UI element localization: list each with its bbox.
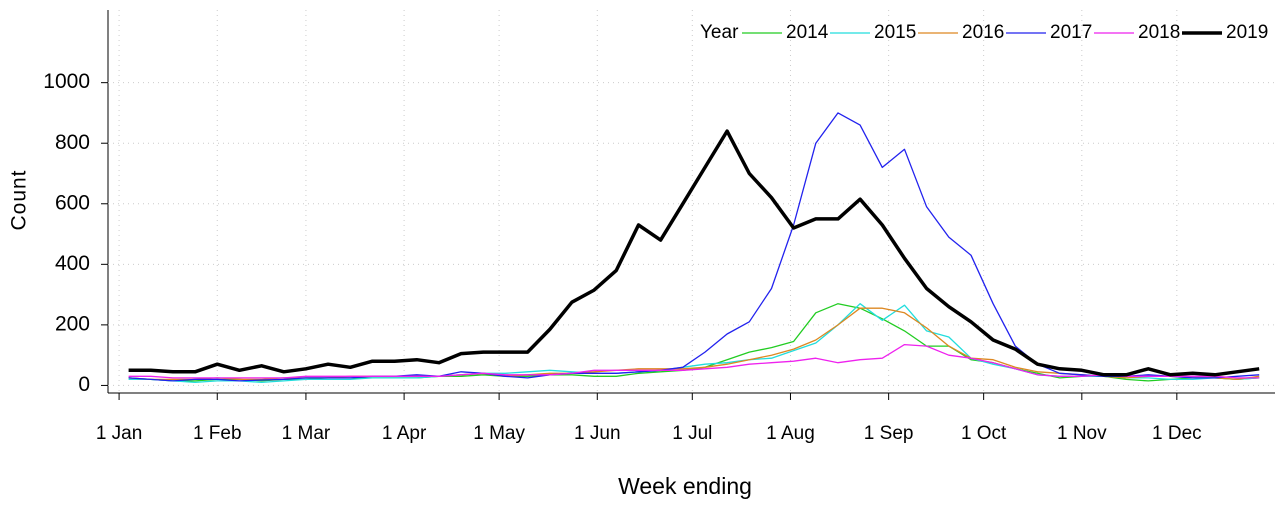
x-tick-label: 1 Mar (282, 423, 331, 444)
y-tick-label: 600 (55, 191, 90, 214)
y-tick-label: 800 (55, 131, 90, 154)
x-tick-label: 1 Sep (864, 423, 914, 444)
x-tick-label: 1 Feb (193, 423, 242, 444)
x-tick-label: 1 Jan (96, 423, 142, 444)
y-axis-label: Count (8, 169, 31, 230)
x-tick-label: 1 Aug (766, 423, 815, 444)
y-tick-label: 0 (78, 373, 90, 396)
x-tick-label: 1 Nov (1057, 423, 1107, 444)
series-line (128, 129, 1260, 377)
x-tick-label: 1 Jul (672, 423, 712, 444)
legend-label: 2014 (786, 22, 829, 43)
legend-label: 2019 (1226, 22, 1268, 43)
legend-label: 2015 (874, 22, 916, 43)
y-tick-label: 1000 (43, 70, 90, 93)
y-tick-label: 200 (55, 312, 90, 335)
x-tick-label: 1 Apr (382, 423, 427, 444)
legend-label: 2016 (962, 22, 1004, 43)
series-line (128, 343, 1260, 379)
legend-label: 2018 (1138, 22, 1180, 43)
x-tick-label: 1 Jun (574, 423, 620, 444)
series-line (128, 112, 1260, 382)
y-tick-label: 400 (55, 252, 90, 275)
x-axis-label: Week ending (618, 473, 752, 499)
x-tick-label: 1 Dec (1152, 423, 1202, 444)
legend-title: Year (700, 22, 739, 43)
legend-label: 2017 (1050, 22, 1092, 43)
series-line (128, 303, 1260, 382)
x-tick-label: 1 Oct (961, 423, 1007, 444)
x-tick-label: 1 May (473, 423, 525, 444)
